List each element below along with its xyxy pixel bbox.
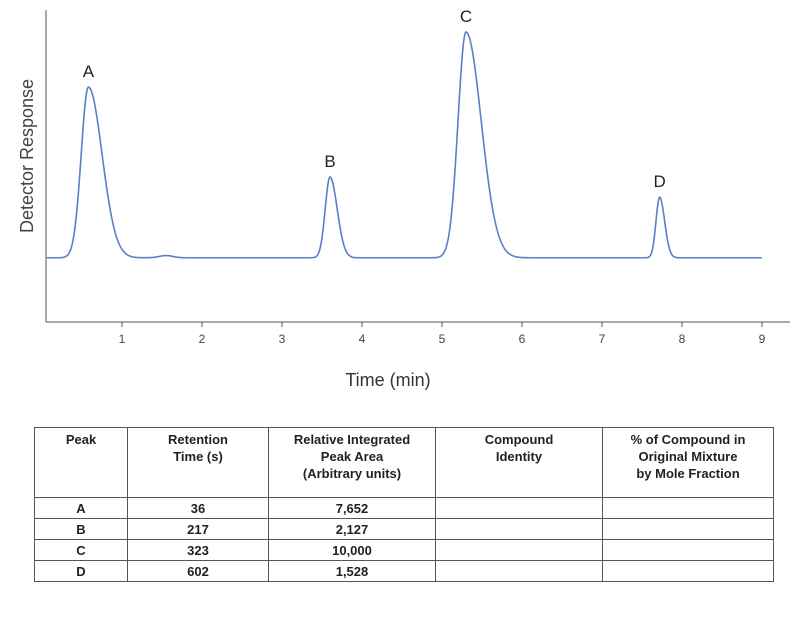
header-peak-area-line: Peak Area bbox=[320, 449, 384, 464]
x-tick-label: 1 bbox=[119, 332, 126, 346]
peak-b-apex bbox=[329, 176, 331, 178]
cell-peak-area: 7,652 bbox=[268, 497, 436, 519]
cell-peak: D bbox=[34, 560, 128, 582]
peak-label-a: A bbox=[83, 62, 95, 81]
x-tick-label: 7 bbox=[599, 332, 606, 346]
x-axis-label: Time (min) bbox=[345, 370, 430, 390]
cell-peak-area: 10,000 bbox=[268, 539, 436, 561]
y-axis-label: Detector Response bbox=[17, 79, 37, 233]
cell-mole-fraction bbox=[602, 497, 774, 519]
peak-table: Peak Retention Time (s) Relative Integra… bbox=[34, 427, 774, 582]
header-mole-fraction-line: % of Compound in bbox=[630, 432, 746, 447]
x-tick-label: 8 bbox=[679, 332, 686, 346]
header-compound-identity: Compound Identity bbox=[435, 427, 603, 498]
cell-mole-fraction bbox=[602, 560, 774, 582]
header-compound-identity-line: Compound bbox=[484, 432, 554, 447]
x-tick-label: 4 bbox=[359, 332, 366, 346]
header-mole-fraction-line: by Mole Fraction bbox=[636, 466, 740, 481]
cell-peak: B bbox=[34, 518, 128, 540]
header-retention-time: Retention Time (s) bbox=[127, 427, 269, 498]
table-row: A 36 7,652 bbox=[34, 497, 774, 519]
cell-compound-identity bbox=[435, 497, 603, 519]
table-row: D 602 1,528 bbox=[34, 560, 774, 582]
header-mole-fraction-line: Original Mixture bbox=[638, 449, 738, 464]
cell-retention-time: 602 bbox=[127, 560, 269, 582]
chromatogram-svg: 1 2 3 4 5 6 7 8 9 Time (min) Detector Response A B C D bbox=[17, 7, 790, 390]
cell-peak-area: 1,528 bbox=[268, 560, 436, 582]
cell-mole-fraction bbox=[602, 518, 774, 540]
cell-compound-identity bbox=[435, 518, 603, 540]
peak-d-apex bbox=[658, 196, 661, 198]
table-row: C 323 10,000 bbox=[34, 539, 774, 561]
table-header-row: Peak Retention Time (s) Relative Integra… bbox=[34, 427, 774, 498]
cell-peak: C bbox=[34, 539, 128, 561]
header-compound-identity-line: Identity bbox=[495, 449, 543, 464]
cell-compound-identity bbox=[435, 539, 603, 561]
cell-retention-time: 323 bbox=[127, 539, 269, 561]
header-retention-time-line: Retention bbox=[168, 432, 228, 447]
x-tick-label: 2 bbox=[199, 332, 206, 346]
peak-label-b: B bbox=[324, 152, 335, 171]
header-peak: Peak bbox=[34, 427, 128, 498]
x-tick-label: 6 bbox=[519, 332, 526, 346]
peak-label-c: C bbox=[460, 7, 472, 26]
cell-retention-time: 217 bbox=[127, 518, 269, 540]
cell-peak: A bbox=[34, 497, 128, 519]
peak-table-container: Peak Retention Time (s) Relative Integra… bbox=[34, 427, 774, 582]
x-tick-label: 9 bbox=[759, 332, 766, 346]
peak-label-d: D bbox=[653, 172, 665, 191]
header-peak-line: Peak bbox=[65, 432, 97, 447]
table-row: B 217 2,127 bbox=[34, 518, 774, 540]
cell-compound-identity bbox=[435, 560, 603, 582]
peak-a-apex bbox=[87, 86, 90, 88]
x-tick-label: 3 bbox=[279, 332, 286, 346]
chromatogram-chart: 1 2 3 4 5 6 7 8 9 Time (min) Detector Response A B C D bbox=[17, 7, 790, 390]
cell-mole-fraction bbox=[602, 539, 774, 561]
header-peak-area: Relative Integrated Peak Area (Arbitrary… bbox=[268, 427, 436, 498]
header-peak-area-line: (Arbitrary units) bbox=[302, 466, 402, 481]
header-peak-area-line: Relative Integrated bbox=[293, 432, 411, 447]
header-retention-time-line: Time (s) bbox=[173, 449, 223, 464]
peak-c-apex bbox=[465, 31, 467, 33]
cell-retention-time: 36 bbox=[127, 497, 269, 519]
cell-peak-area: 2,127 bbox=[268, 518, 436, 540]
x-tick-label: 5 bbox=[439, 332, 446, 346]
chromatogram-trace bbox=[46, 31, 762, 259]
header-mole-fraction: % of Compound in Original Mixture by Mol… bbox=[602, 427, 774, 498]
